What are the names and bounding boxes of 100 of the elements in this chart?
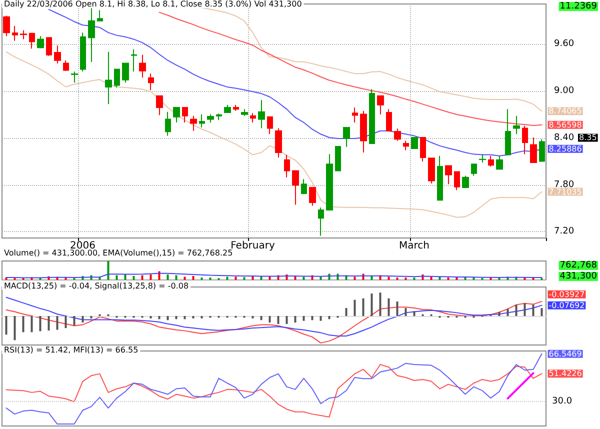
- candlestick: [37, 36, 44, 49]
- bar: [124, 274, 126, 280]
- candlestick: [233, 104, 239, 112]
- bar: [166, 274, 169, 280]
- bar: [345, 308, 348, 316]
- data-label: 66.5469: [548, 349, 582, 358]
- bar: [82, 316, 84, 323]
- bar: [498, 312, 500, 316]
- candlestick: [454, 171, 460, 191]
- y-tick-label: 8.40: [554, 132, 574, 143]
- candlestick: [335, 146, 341, 172]
- candlestick: [530, 137, 537, 163]
- bar: [48, 316, 50, 330]
- bar: [175, 316, 178, 320]
- candlestick: [539, 138, 545, 162]
- candlestick: [148, 73, 154, 91]
- bar: [320, 276, 322, 280]
- candlestick: [105, 51, 112, 105]
- candlestick: [377, 95, 384, 115]
- text: 11.2369: [560, 2, 598, 12]
- y-tick-label: 7.20: [554, 226, 574, 237]
- candlestick: [190, 115, 197, 132]
- chart-title: Daily 22/03/2006 Open 8.1, Hi 8.38, Lo 8.1, Close 8.35 (3.0%) Vol 431,300: [4, 0, 302, 8]
- bar: [404, 308, 407, 316]
- candlestick: [63, 60, 69, 72]
- candlestick: [369, 88, 375, 144]
- candlestick: [522, 125, 528, 155]
- bar: [294, 316, 296, 323]
- text: 762,768: [560, 260, 598, 270]
- bar: [302, 316, 305, 321]
- line-series: [201, 7, 542, 112]
- x-tick-label: March: [399, 240, 430, 252]
- bar: [73, 316, 76, 326]
- bar: [141, 275, 144, 280]
- candlestick: [284, 154, 290, 178]
- candlestick: [216, 113, 222, 121]
- bar: [252, 276, 254, 280]
- candlestick: [318, 206, 324, 236]
- data-label: 8.25886: [548, 144, 582, 154]
- bar: [192, 276, 194, 280]
- candlestick: [428, 158, 435, 184]
- bar: [354, 276, 356, 280]
- candlestick: [199, 114, 205, 128]
- bar: [311, 316, 314, 320]
- candlestick: [292, 170, 299, 206]
- bar: [175, 275, 178, 280]
- bar: [388, 298, 390, 316]
- bar: [184, 276, 186, 280]
- candlestick: [445, 165, 452, 185]
- bar: [362, 298, 364, 316]
- candlestick: [309, 186, 316, 206]
- candlestick: [54, 44, 61, 64]
- candlestick: [411, 137, 418, 149]
- y-tick-label: 7.80: [554, 180, 574, 190]
- bar: [302, 276, 305, 280]
- bar: [260, 316, 262, 320]
- x-tick-label: February: [230, 240, 275, 252]
- text: 431,300: [560, 272, 598, 282]
- candlestick: [326, 154, 333, 211]
- bar: [430, 276, 432, 280]
- bar: [22, 316, 24, 332]
- candlestick: [182, 107, 188, 123]
- candlestick: [343, 126, 350, 148]
- bar: [413, 311, 416, 316]
- candlestick: [352, 107, 358, 123]
- bar: [532, 304, 534, 316]
- bar: [515, 304, 518, 316]
- bar: [354, 300, 356, 316]
- bar: [277, 316, 280, 324]
- candlestick: [301, 178, 307, 195]
- data-label: 8.56598: [548, 120, 582, 130]
- text: 8.35: [579, 133, 597, 142]
- candlestick: [207, 114, 214, 123]
- candlestick: [241, 108, 248, 116]
- bar: [107, 261, 110, 280]
- candlestick: [267, 116, 273, 135]
- candlestick: [505, 108, 511, 156]
- bar: [506, 308, 509, 316]
- bar: [30, 316, 33, 332]
- bar: [116, 275, 118, 280]
- bar: [328, 316, 330, 320]
- bar: [150, 274, 152, 280]
- candlestick: [71, 71, 78, 84]
- candlestick: [80, 32, 86, 72]
- candlestick: [224, 104, 231, 114]
- data-label: 51.4226: [548, 369, 582, 378]
- bar: [64, 316, 67, 328]
- candlestick: [173, 107, 180, 123]
- candlestick: [20, 30, 27, 40]
- bar: [234, 276, 237, 280]
- candlestick: [29, 32, 35, 50]
- candlestick: [139, 54, 146, 78]
- bar: [268, 316, 271, 323]
- data-label: 7.71035: [548, 187, 582, 196]
- y-tick-label: 9.60: [554, 38, 574, 49]
- candlestick: [114, 68, 120, 88]
- chart-title: RSI(13) = 51.42, MFI(13) = 66.55: [4, 346, 138, 354]
- bar: [370, 294, 373, 316]
- bar: [396, 302, 398, 316]
- candlestick: [394, 128, 401, 142]
